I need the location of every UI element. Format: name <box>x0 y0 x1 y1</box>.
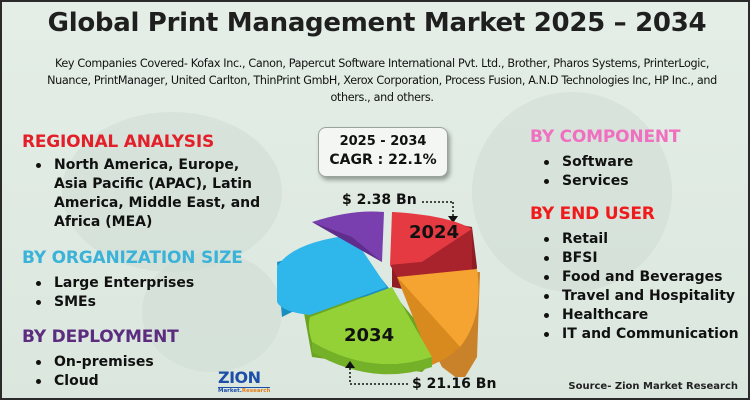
list-item: North America, Europe, Asia Pacific (APA… <box>32 156 262 232</box>
component-list: Software Services <box>540 153 633 191</box>
list-item: Travel and Hospitality <box>540 287 739 306</box>
source-credit: Source- Zion Market Research <box>568 381 738 392</box>
organization-size-heading: BY ORGANIZATION SIZE <box>22 248 243 268</box>
pie-slice-green <box>308 287 432 365</box>
list-item: Healthcare <box>540 306 739 325</box>
pie-slice-orange <box>397 269 479 347</box>
list-item: Services <box>540 172 633 191</box>
cagr-value: CAGR : 22.1% <box>329 152 437 168</box>
logo-brand: ZION <box>218 368 261 387</box>
end-user-heading: BY END USER <box>530 204 655 224</box>
regional-analysis-heading: REGIONAL ANALYSIS <box>22 132 215 152</box>
list-item: SMEs <box>32 293 194 312</box>
pie-label-start: 2024 <box>409 222 460 243</box>
cagr-period: 2025 - 2034 <box>339 134 427 149</box>
list-item: Large Enterprises <box>32 274 194 293</box>
page-title: Global Print Management Market 2025 – 20… <box>47 8 707 38</box>
key-companies-text: Key Companies Covered- Kofax Inc., Canon… <box>47 57 717 104</box>
world-map-background <box>142 252 282 372</box>
world-map-background <box>62 112 282 272</box>
end-arrow-icon <box>345 361 408 385</box>
list-item: Retail <box>540 230 739 249</box>
pie-label-end: 2034 <box>344 325 395 346</box>
logo-subtitle: Market.Research <box>218 387 270 394</box>
zion-logo: ZION Market.Research <box>218 370 274 398</box>
pie-chart <box>277 211 480 377</box>
organization-size-list: Large Enterprises SMEs <box>32 274 194 312</box>
end-user-list: Retail BFSI Food and Beverages Travel an… <box>540 230 739 344</box>
list-item: IT and Communication <box>540 325 739 344</box>
end-value: $ 21.16 Bn <box>412 376 497 392</box>
world-map-background <box>472 92 672 292</box>
start-arrow-icon <box>422 201 458 223</box>
list-item: BFSI <box>540 249 739 268</box>
list-item: On-premises <box>32 353 154 372</box>
deployment-list: On-premises Cloud <box>32 353 154 391</box>
component-heading: BY COMPONENT <box>530 127 681 147</box>
logo-sub-b: Research <box>241 388 271 394</box>
pie-slice-red <box>390 212 472 265</box>
list-item: Cloud <box>32 372 154 391</box>
pie-slice-blue <box>277 235 387 315</box>
regional-list: North America, Europe, Asia Pacific (APA… <box>32 156 262 232</box>
deployment-heading: BY DEPLOYMENT <box>22 327 179 347</box>
list-item: Software <box>540 153 633 172</box>
cagr-box: 2025 - 2034 CAGR : 22.1% <box>318 127 448 177</box>
start-value: $ 2.38 Bn <box>342 192 417 208</box>
list-item: Food and Beverages <box>540 268 739 287</box>
logo-sub-a: Market. <box>218 388 242 394</box>
